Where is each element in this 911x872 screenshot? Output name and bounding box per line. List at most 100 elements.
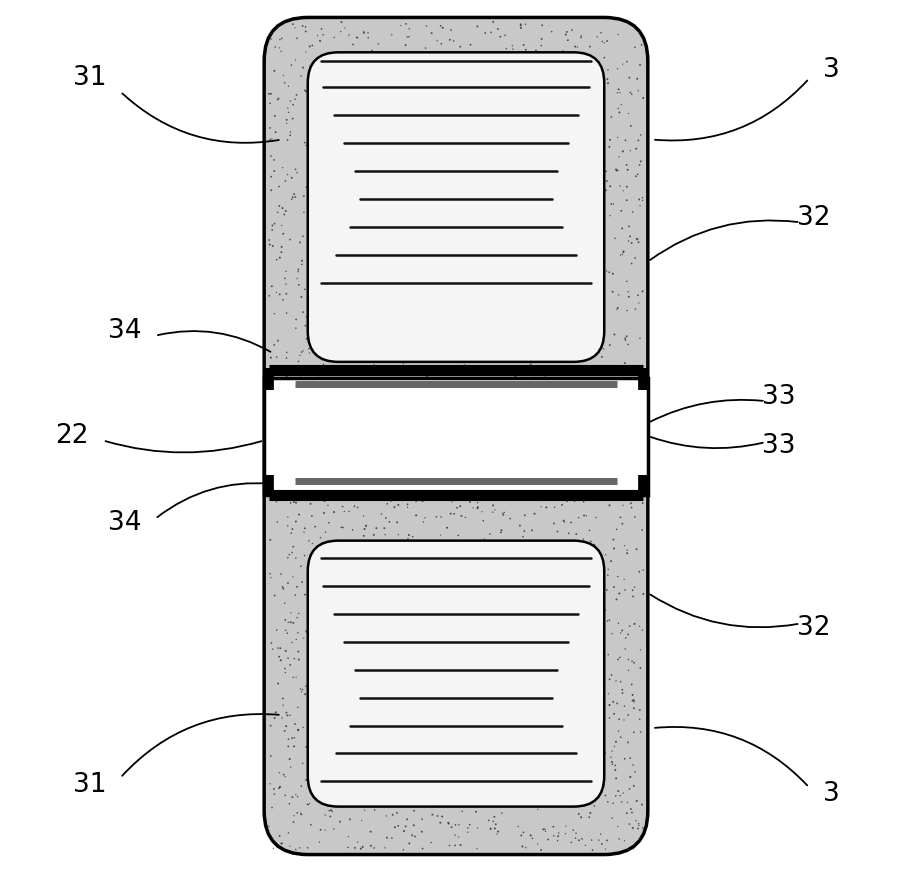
Point xyxy=(534,732,548,746)
Point xyxy=(333,600,348,614)
Point xyxy=(300,797,314,811)
Point xyxy=(573,775,588,789)
Point xyxy=(532,561,547,575)
Point xyxy=(471,642,486,656)
Point xyxy=(307,451,322,465)
Point xyxy=(548,50,562,64)
Point xyxy=(333,659,347,673)
Point xyxy=(511,395,526,409)
Point xyxy=(271,766,286,780)
Point xyxy=(578,101,593,115)
Point xyxy=(594,35,609,49)
Point xyxy=(374,586,389,600)
Point xyxy=(437,328,452,342)
Point xyxy=(569,77,584,91)
Point xyxy=(522,715,537,729)
Point xyxy=(407,616,422,630)
Point xyxy=(597,577,611,591)
Point xyxy=(543,638,558,652)
Point xyxy=(346,593,361,607)
Point xyxy=(621,817,636,831)
Point xyxy=(312,835,326,849)
Point xyxy=(298,20,312,34)
Point xyxy=(385,648,400,662)
Point xyxy=(406,584,421,598)
Point xyxy=(537,81,551,95)
Point xyxy=(284,171,299,185)
Point xyxy=(486,736,500,750)
Point xyxy=(382,409,396,423)
Point xyxy=(504,113,518,127)
Point xyxy=(382,719,396,732)
Point xyxy=(539,249,554,262)
Point xyxy=(520,101,535,115)
Point xyxy=(577,573,591,587)
Point xyxy=(365,65,380,79)
Point xyxy=(462,200,476,214)
Point xyxy=(466,334,481,348)
Point xyxy=(568,831,582,845)
Point xyxy=(505,38,519,52)
Point xyxy=(279,277,293,291)
Point xyxy=(463,401,477,415)
Point xyxy=(377,726,392,740)
Point xyxy=(364,44,379,58)
Point xyxy=(500,431,515,445)
Point xyxy=(263,183,278,197)
Point xyxy=(275,691,290,705)
Point xyxy=(529,249,544,263)
Point xyxy=(407,235,422,249)
Point xyxy=(588,158,602,172)
Point xyxy=(351,283,365,296)
Point xyxy=(263,570,278,584)
Point xyxy=(290,437,304,451)
Point xyxy=(600,648,615,662)
Point xyxy=(269,623,283,637)
Point xyxy=(352,446,366,460)
Point xyxy=(538,681,553,695)
Point xyxy=(507,344,521,358)
Point xyxy=(352,264,366,278)
Point xyxy=(592,723,607,737)
Point xyxy=(530,727,545,741)
Point xyxy=(337,596,352,610)
Point xyxy=(261,820,276,834)
Point xyxy=(537,474,552,488)
Point xyxy=(333,473,347,487)
Point xyxy=(316,206,331,220)
Point xyxy=(295,344,310,358)
Point xyxy=(378,595,393,609)
Point xyxy=(511,719,526,733)
Point xyxy=(493,100,507,114)
Point xyxy=(593,81,608,95)
Point xyxy=(634,284,649,298)
Point xyxy=(517,178,531,192)
Point xyxy=(329,590,343,604)
Point xyxy=(403,617,417,630)
Point xyxy=(633,725,648,739)
Point xyxy=(389,806,404,820)
Point xyxy=(464,251,478,265)
Point xyxy=(303,108,318,122)
Point xyxy=(417,289,432,303)
Point xyxy=(488,817,503,831)
Point xyxy=(442,33,456,47)
Point xyxy=(464,303,478,317)
Point xyxy=(421,494,435,508)
Point xyxy=(362,677,376,691)
Point xyxy=(312,34,327,48)
Point xyxy=(415,620,429,634)
Point xyxy=(341,87,355,101)
Point xyxy=(341,428,355,442)
Point xyxy=(570,577,585,591)
Point xyxy=(424,26,438,40)
Point xyxy=(515,840,529,854)
Point xyxy=(383,336,397,350)
Point xyxy=(349,609,363,623)
Point xyxy=(294,413,309,427)
Point xyxy=(354,220,369,234)
Point xyxy=(448,337,463,351)
Point xyxy=(319,631,333,645)
Point xyxy=(318,773,333,787)
Point xyxy=(445,34,460,48)
